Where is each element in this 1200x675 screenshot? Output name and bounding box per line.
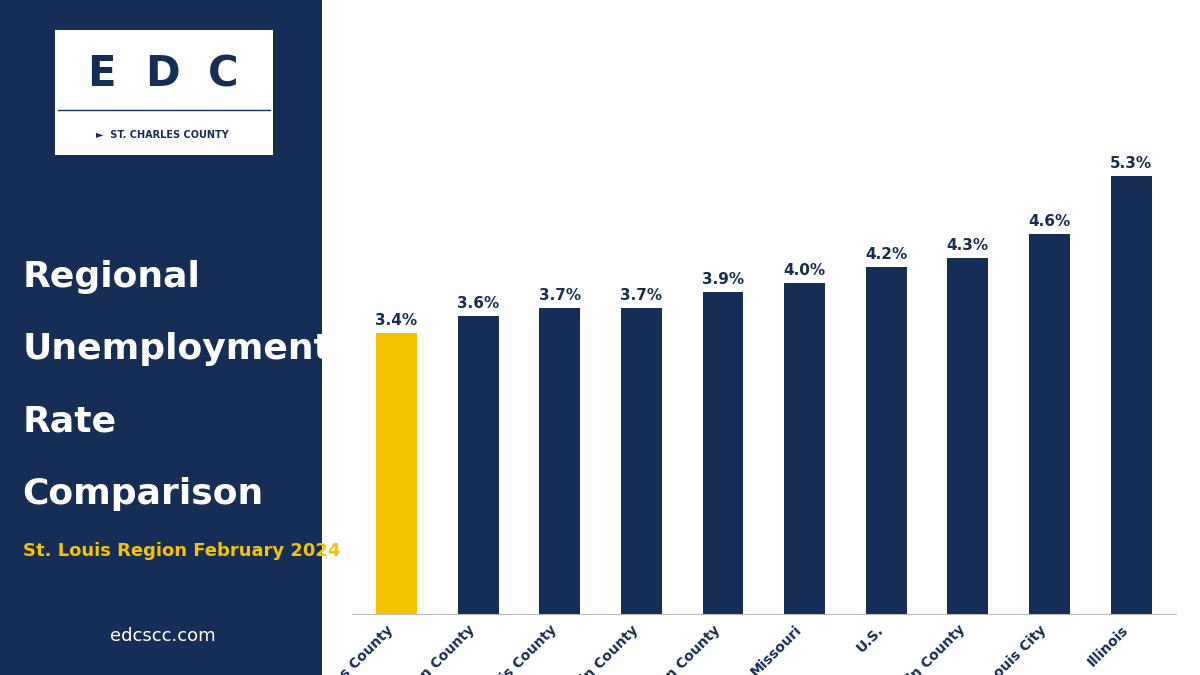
Text: 4.2%: 4.2%	[865, 247, 907, 262]
Text: 3.7%: 3.7%	[620, 288, 662, 303]
Text: 3.9%: 3.9%	[702, 271, 744, 287]
Bar	[1030, 234, 1070, 614]
FancyBboxPatch shape	[55, 30, 274, 155]
Text: 3.6%: 3.6%	[457, 296, 499, 311]
Bar	[866, 267, 907, 614]
Bar	[457, 317, 498, 614]
Bar	[785, 284, 826, 614]
Text: C: C	[208, 53, 239, 95]
Text: Regional: Regional	[23, 260, 200, 294]
Text: St. Louis Region February 2024: St. Louis Region February 2024	[23, 542, 340, 560]
Text: 5.3%: 5.3%	[1110, 156, 1152, 171]
Text: 3.4%: 3.4%	[376, 313, 418, 328]
Text: Comparison: Comparison	[23, 477, 264, 510]
Bar	[620, 308, 661, 614]
Text: 4.0%: 4.0%	[784, 263, 826, 278]
Text: 4.6%: 4.6%	[1028, 214, 1070, 229]
Bar	[702, 292, 743, 614]
Text: Rate: Rate	[23, 404, 116, 438]
Text: 3.7%: 3.7%	[539, 288, 581, 303]
Text: ►  ST. CHARLES COUNTY: ► ST. CHARLES COUNTY	[96, 130, 229, 140]
Text: D: D	[145, 53, 180, 95]
Text: edcscc.com: edcscc.com	[109, 626, 215, 645]
Bar	[376, 333, 416, 614]
Text: E: E	[88, 53, 115, 95]
Bar	[539, 308, 580, 614]
Bar	[1111, 176, 1152, 614]
Text: 4.3%: 4.3%	[947, 238, 989, 254]
Text: Unemployment: Unemployment	[23, 332, 331, 366]
Bar	[948, 259, 989, 614]
